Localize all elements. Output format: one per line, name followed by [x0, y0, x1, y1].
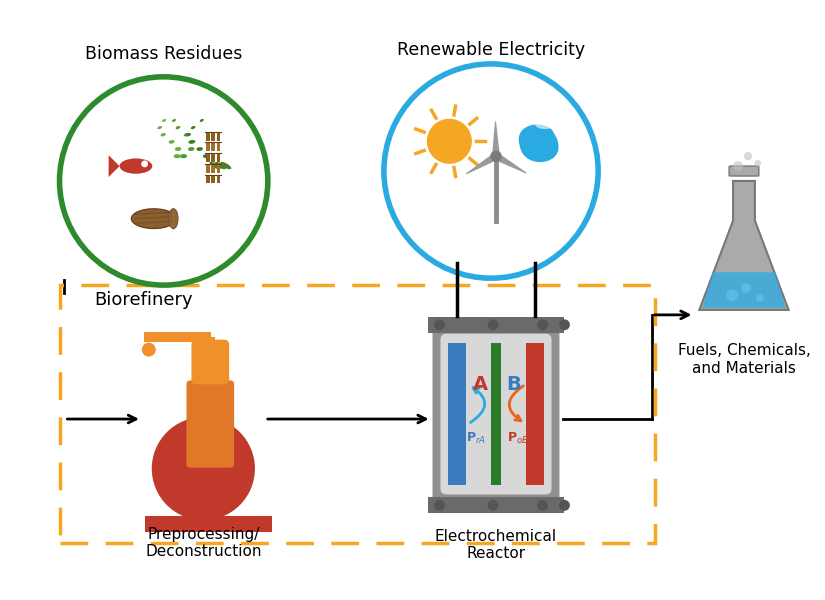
Ellipse shape [203, 154, 210, 158]
Ellipse shape [176, 126, 180, 129]
Circle shape [142, 343, 156, 356]
Circle shape [152, 417, 255, 520]
Circle shape [59, 77, 268, 285]
FancyBboxPatch shape [432, 326, 559, 502]
FancyBboxPatch shape [211, 175, 215, 184]
Circle shape [755, 160, 761, 166]
Ellipse shape [131, 209, 176, 229]
Circle shape [559, 500, 570, 511]
Polygon shape [109, 155, 120, 177]
Circle shape [488, 500, 498, 511]
FancyBboxPatch shape [145, 516, 271, 532]
Text: Biorefinery: Biorefinery [94, 291, 193, 309]
FancyBboxPatch shape [211, 164, 215, 173]
Text: A: A [473, 375, 488, 394]
Text: Preprocessing/
Deconstruction: Preprocessing/ Deconstruction [145, 527, 262, 559]
Circle shape [434, 500, 445, 511]
Polygon shape [519, 124, 559, 162]
Circle shape [537, 319, 548, 330]
FancyBboxPatch shape [217, 142, 220, 151]
FancyBboxPatch shape [729, 166, 759, 176]
FancyBboxPatch shape [217, 131, 220, 140]
Circle shape [559, 319, 570, 330]
Ellipse shape [168, 140, 175, 144]
Polygon shape [466, 153, 498, 175]
Text: Renewable Electricity: Renewable Electricity [397, 41, 585, 59]
Circle shape [741, 283, 751, 293]
Ellipse shape [210, 162, 220, 169]
Polygon shape [702, 272, 785, 308]
FancyBboxPatch shape [144, 332, 211, 341]
FancyBboxPatch shape [206, 175, 210, 184]
Text: Biomass Residues: Biomass Residues [85, 45, 243, 63]
Circle shape [744, 152, 752, 160]
Circle shape [427, 119, 471, 163]
Bar [59, 285, 655, 543]
Ellipse shape [184, 133, 189, 136]
Circle shape [434, 319, 445, 330]
Polygon shape [492, 121, 500, 156]
Ellipse shape [163, 119, 166, 122]
FancyBboxPatch shape [427, 497, 564, 513]
Ellipse shape [196, 147, 203, 151]
Ellipse shape [161, 133, 166, 136]
Ellipse shape [186, 133, 191, 136]
FancyBboxPatch shape [206, 142, 210, 151]
Text: P$_{oB}$: P$_{oB}$ [507, 431, 529, 446]
FancyBboxPatch shape [217, 175, 220, 184]
Polygon shape [700, 181, 789, 310]
FancyBboxPatch shape [206, 131, 210, 140]
Ellipse shape [175, 147, 182, 151]
Text: Fuels, Chemicals,
and Materials: Fuels, Chemicals, and Materials [677, 343, 810, 376]
Text: B: B [507, 375, 521, 394]
Polygon shape [494, 153, 526, 173]
Ellipse shape [169, 209, 178, 229]
Text: P$_{rA}$: P$_{rA}$ [466, 431, 486, 446]
Circle shape [756, 294, 764, 302]
FancyBboxPatch shape [205, 337, 215, 355]
FancyBboxPatch shape [441, 334, 552, 494]
Ellipse shape [188, 140, 195, 144]
FancyBboxPatch shape [211, 142, 215, 151]
Ellipse shape [188, 147, 195, 151]
Ellipse shape [220, 162, 231, 169]
FancyBboxPatch shape [191, 340, 229, 385]
Ellipse shape [120, 158, 153, 174]
Ellipse shape [190, 140, 196, 144]
Circle shape [726, 289, 738, 301]
Ellipse shape [200, 119, 204, 122]
Circle shape [384, 64, 598, 278]
Text: Electrochemical
Reactor: Electrochemical Reactor [435, 529, 557, 561]
FancyBboxPatch shape [206, 164, 210, 173]
Ellipse shape [158, 126, 162, 129]
FancyBboxPatch shape [217, 153, 220, 162]
Circle shape [733, 161, 743, 171]
Circle shape [491, 151, 501, 161]
FancyBboxPatch shape [217, 164, 220, 173]
Bar [491, 343, 501, 485]
Ellipse shape [174, 154, 181, 158]
Ellipse shape [214, 162, 226, 169]
Circle shape [142, 161, 148, 167]
FancyBboxPatch shape [211, 131, 215, 140]
FancyBboxPatch shape [206, 153, 210, 162]
FancyBboxPatch shape [211, 153, 215, 162]
FancyBboxPatch shape [186, 380, 234, 467]
Circle shape [537, 500, 548, 511]
Bar [526, 343, 544, 485]
Bar [448, 343, 466, 485]
Ellipse shape [535, 119, 555, 129]
Ellipse shape [180, 154, 187, 158]
Ellipse shape [191, 126, 196, 129]
Ellipse shape [172, 119, 176, 122]
Circle shape [488, 319, 498, 330]
FancyBboxPatch shape [427, 317, 564, 333]
